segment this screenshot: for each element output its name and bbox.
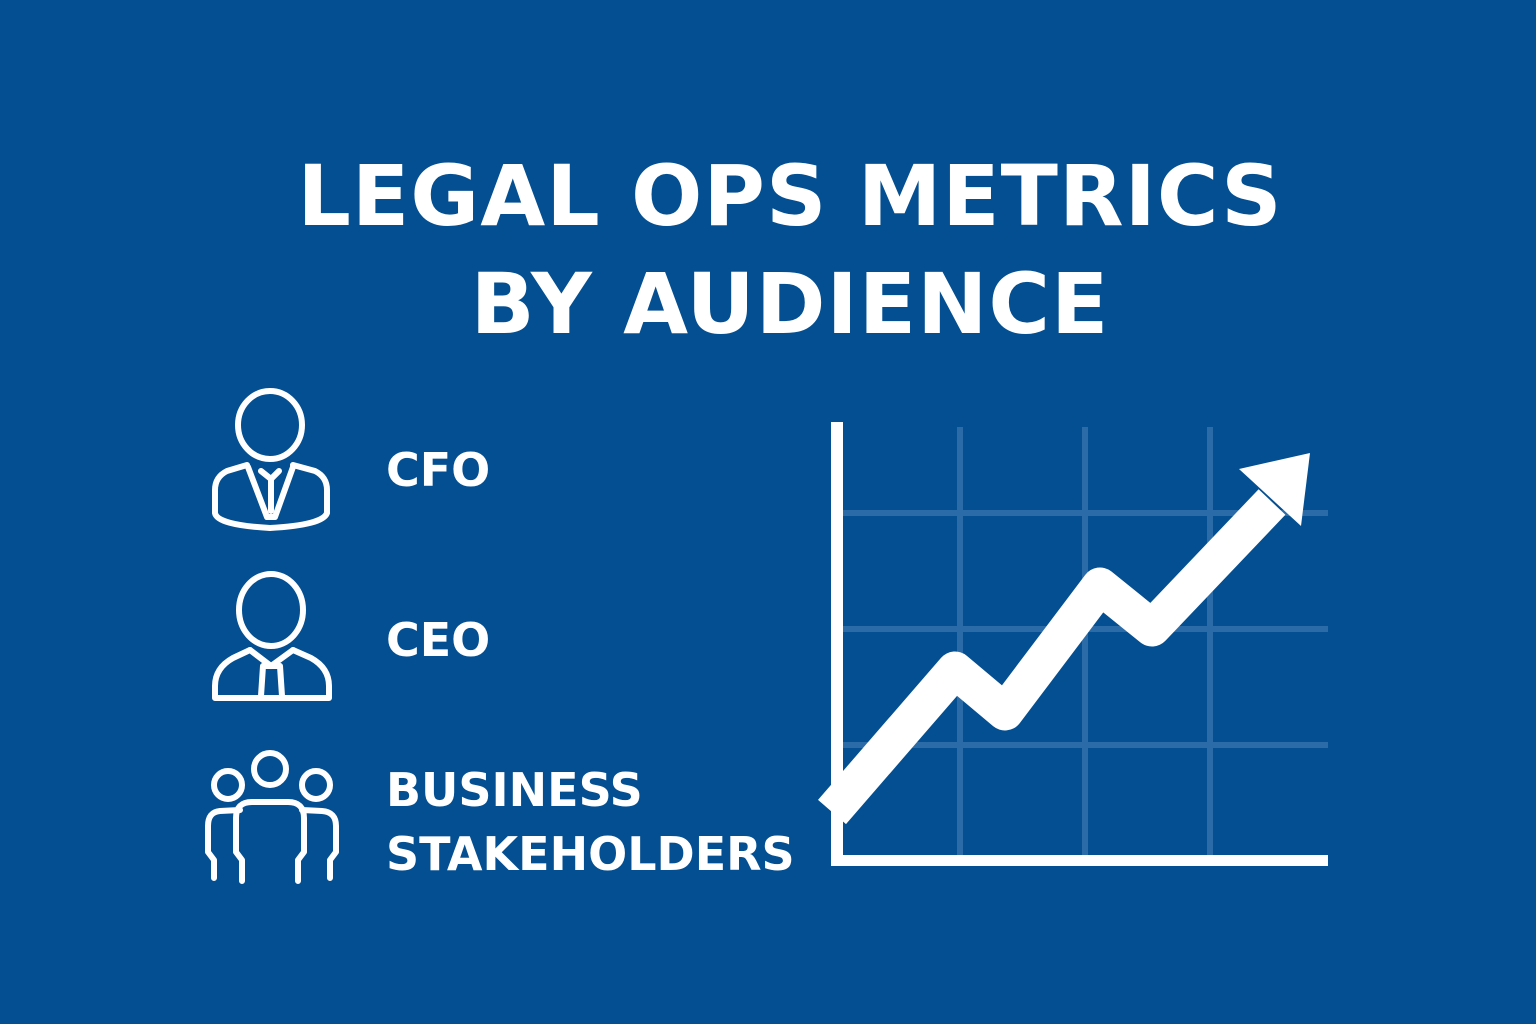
y-axis [831,422,843,866]
grid-lines [842,427,1328,856]
audience-label-line-2: STAKEHOLDERS [386,827,795,881]
audience-label-line-1: BUSINESS [386,763,643,817]
title-line-1: LEGAL OPS METRICS [297,147,1283,245]
audience-label-ceo: CEO [386,613,491,667]
arrow-head [1239,453,1310,526]
title-line-2: BY AUDIENCE [470,255,1110,353]
audience-label-business-stakeholders: BUSINESS STAKEHOLDERS [386,758,795,886]
audience-label-cfo: CFO [386,443,491,497]
trend-line [818,489,1286,825]
page-title: LEGAL OPS METRICS BY AUDIENCE [0,142,1536,358]
group-icon [205,750,339,884]
person-tie-icon [212,571,332,701]
person-suit-tie-icon [212,388,330,531]
x-axis [831,855,1328,866]
